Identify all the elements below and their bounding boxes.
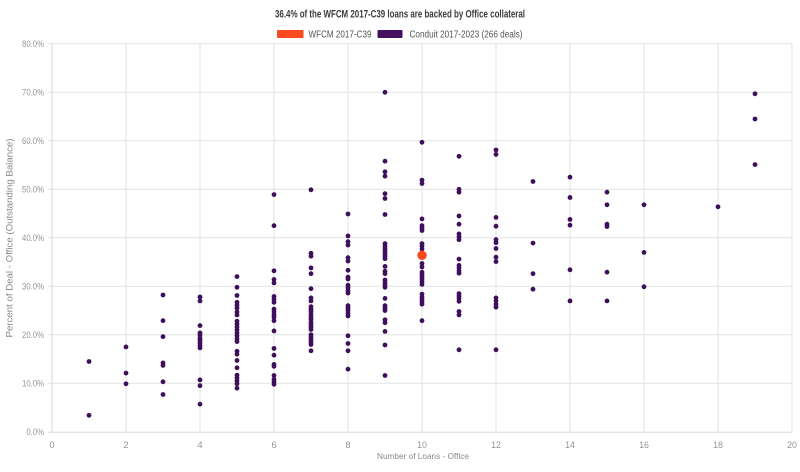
svg-text:2: 2 bbox=[123, 440, 128, 451]
svg-text:40.0%: 40.0% bbox=[22, 233, 44, 243]
svg-text:70.0%: 70.0% bbox=[22, 88, 44, 98]
svg-text:0: 0 bbox=[49, 440, 54, 451]
svg-text:Number of Loans - Office: Number of Loans - Office bbox=[377, 451, 469, 461]
svg-text:WFCM 2017-C39: WFCM 2017-C39 bbox=[309, 29, 372, 40]
svg-text:60.0%: 60.0% bbox=[22, 136, 44, 146]
svg-text:50.0%: 50.0% bbox=[22, 185, 44, 195]
svg-text:36.4% of the WFCM 2017-C39 loa: 36.4% of the WFCM 2017-C39 loans are bac… bbox=[275, 8, 525, 20]
svg-text:80.0%: 80.0% bbox=[22, 39, 44, 49]
svg-text:12: 12 bbox=[491, 440, 501, 451]
svg-text:30.0%: 30.0% bbox=[22, 282, 44, 292]
svg-text:16: 16 bbox=[639, 440, 649, 451]
svg-text:10.0%: 10.0% bbox=[22, 379, 44, 389]
svg-text:14: 14 bbox=[565, 440, 575, 451]
svg-text:20: 20 bbox=[787, 440, 797, 451]
svg-text:6: 6 bbox=[271, 440, 276, 451]
svg-text:20.0%: 20.0% bbox=[22, 330, 44, 340]
svg-text:8: 8 bbox=[345, 440, 350, 451]
svg-text:Percent of Deal - Office (Outs: Percent of Deal - Office (Outstanding Ba… bbox=[5, 139, 15, 338]
svg-text:Conduit 2017-2023 (266 deals): Conduit 2017-2023 (266 deals) bbox=[410, 29, 523, 40]
svg-text:10: 10 bbox=[417, 440, 427, 451]
svg-text:0.0%: 0.0% bbox=[26, 427, 44, 437]
svg-text:18: 18 bbox=[713, 440, 723, 451]
svg-text:4: 4 bbox=[197, 440, 202, 451]
